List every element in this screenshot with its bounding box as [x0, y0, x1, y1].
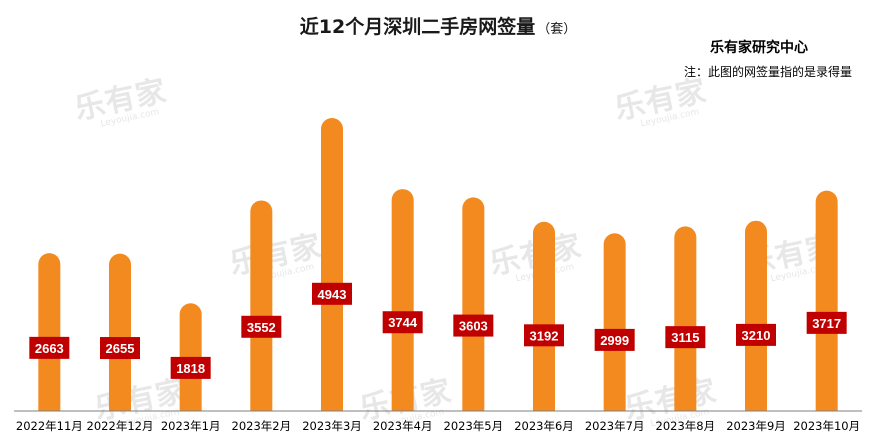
data-label-box	[382, 311, 423, 334]
data-label-box	[736, 323, 776, 346]
chart-note: 注：此图的网签量指的是录得量	[683, 65, 852, 79]
data-label: 3744	[388, 315, 418, 330]
data-label-box	[312, 282, 352, 305]
data-label: 3717	[812, 316, 841, 331]
bar	[391, 189, 414, 411]
x-tick-label: 2022年12月	[87, 419, 154, 433]
data-label-box	[29, 336, 70, 359]
data-label: 4943	[318, 287, 347, 302]
bar	[109, 253, 131, 411]
x-tick-label: 2023年9月	[726, 419, 786, 433]
bar	[250, 200, 273, 411]
x-tick-label: 2023年3月	[302, 419, 362, 433]
data-label-box	[665, 326, 706, 349]
source-label: 乐有家研究中心	[710, 40, 808, 56]
data-label-box	[806, 311, 847, 334]
x-tick-label: 2023年7月	[585, 419, 645, 433]
x-tick-label: 2023年8月	[656, 419, 716, 433]
data-label-box	[170, 356, 211, 379]
x-tick-label: 2023年4月	[373, 419, 433, 433]
data-label: 2663	[35, 341, 64, 356]
x-tick-label: 2023年5月	[444, 419, 504, 433]
data-label: 1818	[176, 361, 205, 376]
bar	[745, 220, 767, 411]
bar	[321, 118, 343, 411]
data-label-box	[453, 314, 494, 337]
data-label-box	[594, 328, 635, 351]
data-label-box	[241, 315, 282, 338]
bar	[815, 190, 838, 411]
bar	[462, 197, 485, 411]
data-label: 3192	[530, 328, 559, 343]
chart-title: 近12个月深圳二手房网签量 （套）	[0, 12, 876, 39]
chart-title-unit: （套）	[537, 22, 577, 37]
bar	[38, 253, 61, 411]
x-tick-label: 2023年6月	[514, 419, 574, 433]
data-label: 3552	[247, 320, 276, 335]
data-label: 2999	[600, 333, 629, 348]
x-tick-label: 2022年11月	[16, 419, 83, 433]
bar	[533, 221, 555, 411]
bar	[674, 226, 697, 411]
bar	[603, 233, 626, 411]
data-label: 2655	[106, 341, 135, 356]
x-tick-label: 2023年2月	[232, 419, 292, 433]
data-label: 3115	[671, 330, 699, 345]
data-label: 3603	[459, 319, 488, 334]
data-label-box	[524, 324, 564, 347]
x-tick-label: 2023年10月	[793, 419, 860, 433]
data-label: 3210	[742, 328, 771, 343]
chart-title-text: 近12个月深圳二手房网签量	[299, 16, 536, 38]
x-tick-label: 2023年1月	[161, 419, 221, 433]
data-label-box	[100, 337, 140, 360]
